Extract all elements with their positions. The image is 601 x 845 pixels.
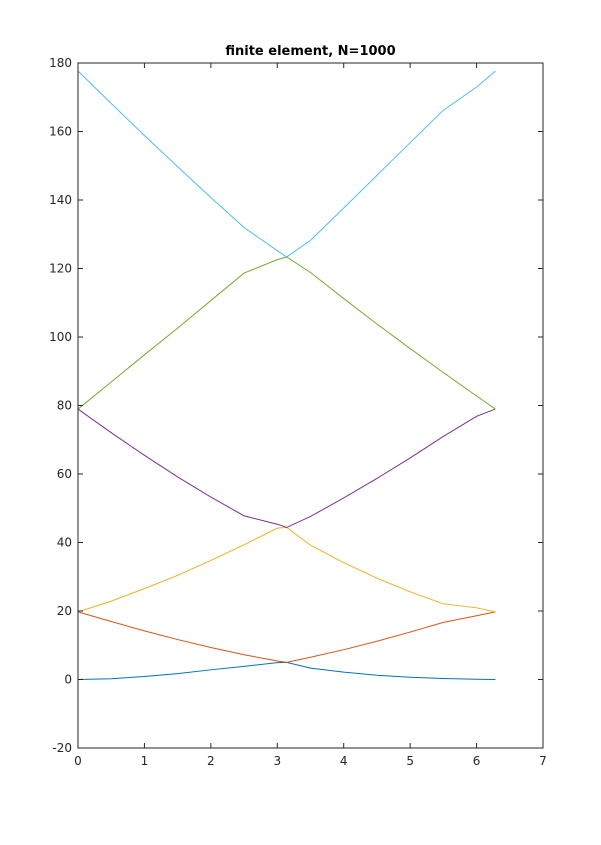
series-layer xyxy=(77,70,496,680)
plot-area xyxy=(78,63,543,748)
x-tick-label: 5 xyxy=(406,754,414,768)
y-tick-label: 40 xyxy=(57,536,72,550)
chart-title: finite element, N=1000 xyxy=(225,44,395,59)
y-tick-label: 100 xyxy=(49,330,72,344)
series-line-6 xyxy=(77,70,496,258)
x-tick-label: 0 xyxy=(74,754,82,768)
series-line-2 xyxy=(77,611,496,663)
x-tick-label: 2 xyxy=(207,754,215,768)
x-tick-label: 7 xyxy=(539,754,547,768)
y-tick-label: 120 xyxy=(49,262,72,276)
y-tick-label: 60 xyxy=(57,467,72,481)
y-tick-label: 180 xyxy=(49,56,72,70)
y-tick-label: 0 xyxy=(64,673,72,687)
y-tick-label: 140 xyxy=(49,193,72,207)
y-tick-label: -20 xyxy=(52,741,72,755)
y-tick-label: 160 xyxy=(49,125,72,139)
y-tick-label: 20 xyxy=(57,604,72,618)
x-tick-label: 3 xyxy=(273,754,281,768)
x-tick-label: 4 xyxy=(340,754,348,768)
x-tick-label: 6 xyxy=(473,754,481,768)
y-tick-label: 80 xyxy=(57,399,72,413)
x-tick-label: 1 xyxy=(141,754,149,768)
series-line-4 xyxy=(77,408,496,528)
